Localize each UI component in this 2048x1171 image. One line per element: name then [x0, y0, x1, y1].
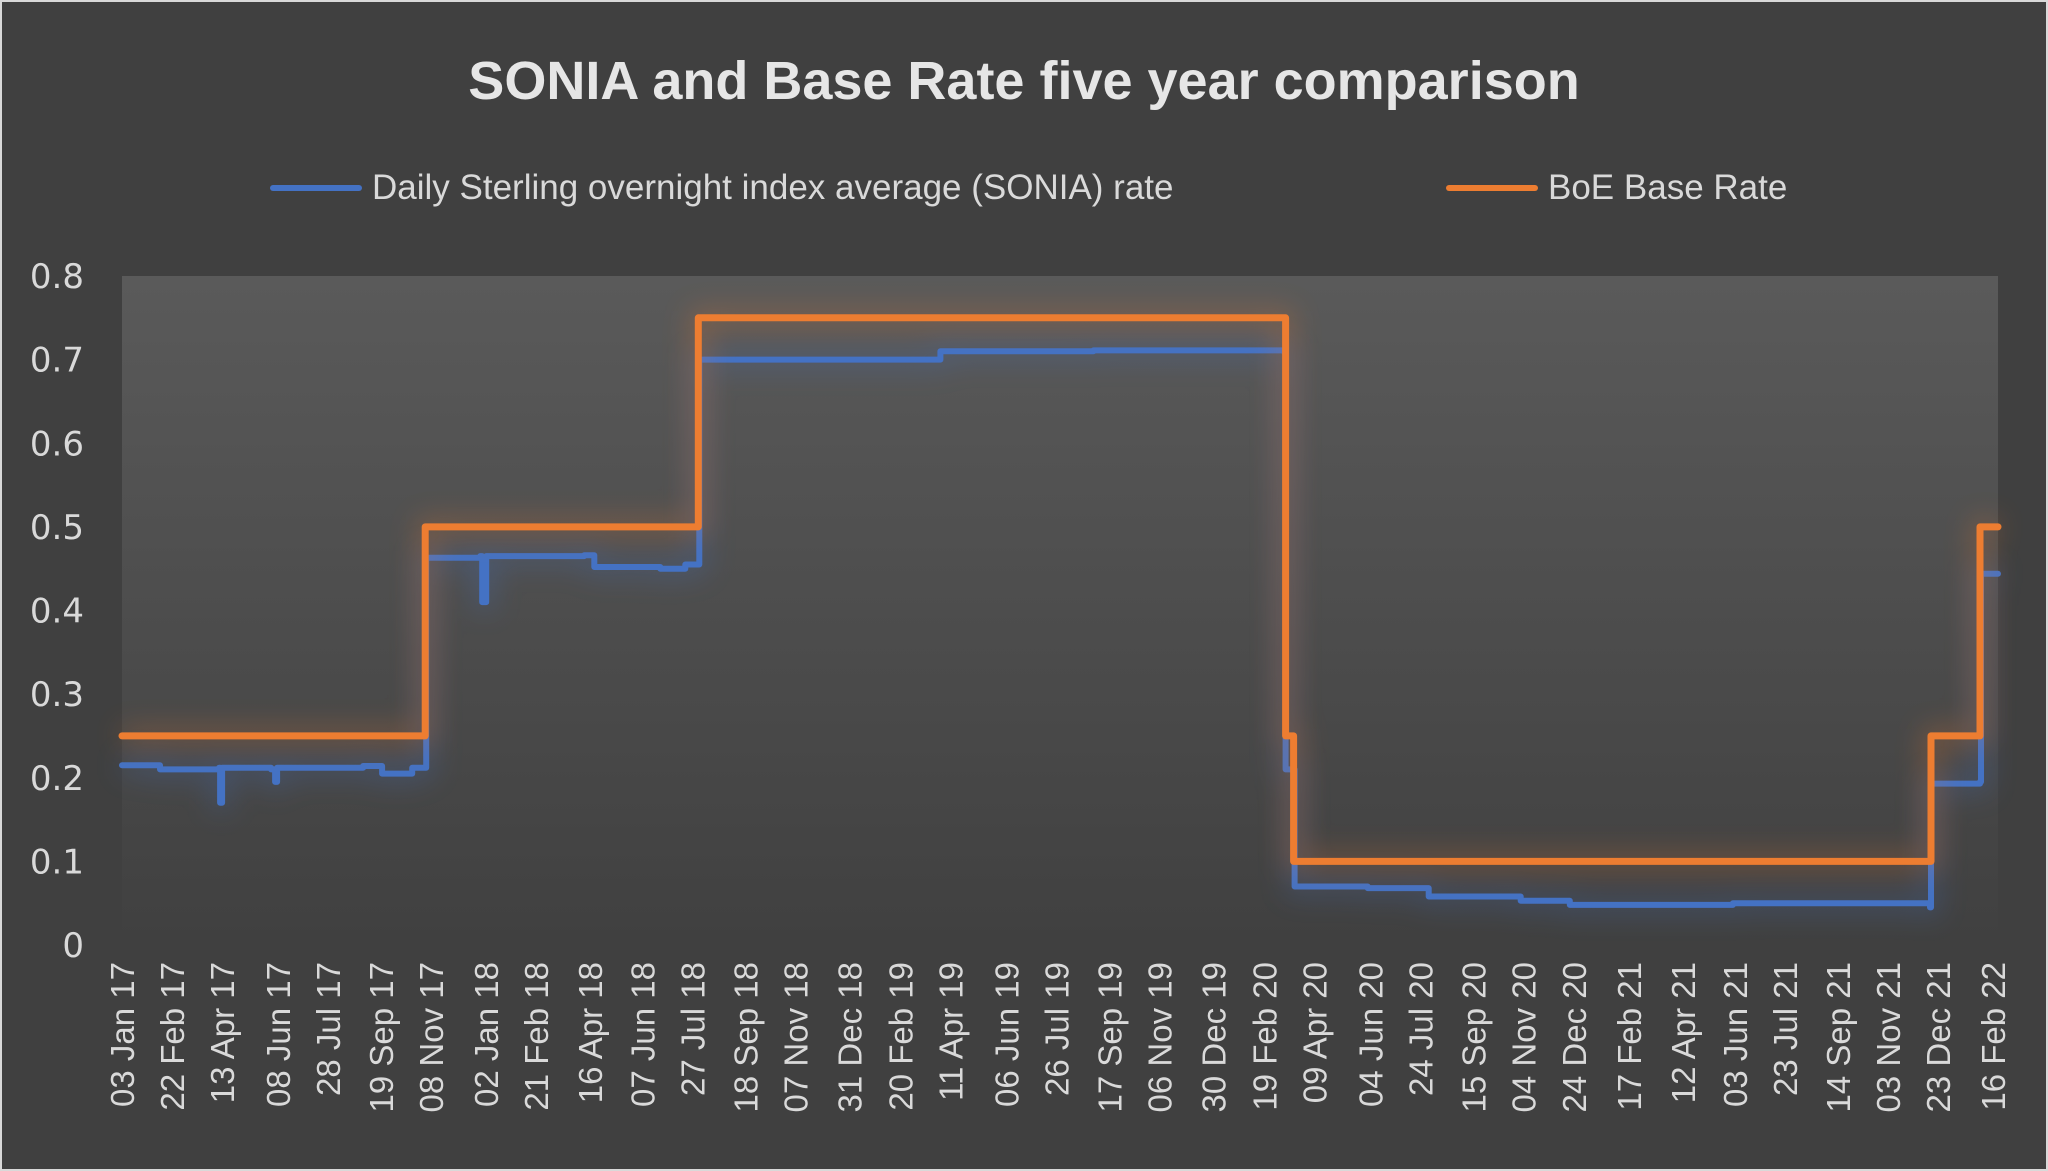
x-tick-label: 03 Nov 21 — [1870, 962, 1907, 1112]
x-tick-label: 16 Feb 22 — [1975, 962, 2012, 1111]
y-tick-label: 0.3 — [30, 675, 84, 715]
y-tick-label: 0 — [62, 926, 84, 966]
x-tick-label: 19 Feb 20 — [1247, 962, 1284, 1111]
y-tick-label: 0.4 — [30, 592, 84, 632]
x-tick-label: 03 Jun 21 — [1717, 962, 1754, 1107]
x-tick-label: 03 Jan 17 — [104, 962, 141, 1107]
legend-item-sonia: Daily Sterling overnight index average (… — [270, 168, 1173, 208]
x-tick-label: 17 Sep 19 — [1092, 962, 1129, 1112]
x-tick-label: 08 Nov 17 — [413, 962, 450, 1112]
x-tick-label: 13 Apr 17 — [204, 962, 241, 1103]
x-tick-label: 08 Jun 17 — [260, 962, 297, 1107]
x-tick-label: 12 Apr 21 — [1665, 962, 1702, 1103]
x-tick-label: 09 Apr 20 — [1297, 962, 1334, 1103]
legend-label-sonia: Daily Sterling overnight index average (… — [372, 168, 1174, 207]
x-tick-label: 24 Jul 20 — [1403, 962, 1440, 1096]
y-tick-label: 0.6 — [30, 424, 84, 464]
sonia-line — [119, 347, 2001, 911]
legend-swatch-base-rate — [1446, 185, 1538, 191]
legend-label-base-rate: BoE Base Rate — [1548, 168, 1788, 207]
x-tick-label: 27 Jul 18 — [674, 962, 711, 1096]
y-tick-label: 0.7 — [30, 341, 84, 381]
base-rate-line — [118, 314, 2002, 865]
x-tick-label: 04 Nov 20 — [1506, 962, 1543, 1112]
x-tick-label: 18 Sep 18 — [727, 962, 764, 1112]
x-tick-label: 31 Dec 18 — [831, 962, 868, 1112]
x-tick-label: 26 Jul 19 — [1038, 962, 1075, 1096]
x-tick-label: 06 Jun 19 — [988, 962, 1025, 1107]
x-tick-label: 22 Feb 17 — [154, 962, 191, 1111]
x-tick-label: 28 Jul 17 — [310, 962, 347, 1096]
legend-swatch-sonia — [270, 185, 362, 191]
x-tick-label: 16 Apr 18 — [572, 962, 609, 1103]
x-tick-label: 15 Sep 20 — [1456, 962, 1493, 1112]
x-tick-label: 07 Nov 18 — [777, 962, 814, 1112]
x-tick-label: 04 Jun 20 — [1353, 962, 1390, 1107]
chart-title: SONIA and Base Rate five year comparison — [468, 51, 1580, 111]
x-tick-label: 30 Dec 19 — [1196, 962, 1233, 1112]
x-tick-label: 11 Apr 19 — [932, 962, 969, 1101]
x-tick-label: 24 Dec 20 — [1556, 962, 1593, 1112]
legend-item-base-rate: BoE Base Rate — [1446, 168, 1787, 208]
y-tick-label: 0.5 — [30, 508, 84, 548]
x-tick-label: 07 Jun 18 — [624, 962, 661, 1107]
x-tick-label: 21 Feb 18 — [518, 962, 555, 1111]
x-tick-label: 06 Nov 19 — [1142, 962, 1179, 1112]
plot-area — [122, 276, 1998, 945]
x-tick-label: 02 Jan 18 — [468, 962, 505, 1107]
y-tick-label: 0.1 — [30, 842, 84, 882]
x-tick-label: 23 Dec 21 — [1920, 962, 1957, 1112]
x-tick-label: 23 Jul 21 — [1767, 962, 1804, 1096]
x-tick-label: 17 Feb 21 — [1611, 962, 1648, 1111]
x-tick-label: 19 Sep 17 — [363, 962, 400, 1112]
y-tick-label: 0.8 — [30, 257, 84, 297]
y-tick-label: 0.2 — [30, 759, 84, 799]
x-tick-label: 20 Feb 19 — [882, 962, 919, 1111]
x-tick-label: 14 Sep 21 — [1820, 962, 1857, 1112]
